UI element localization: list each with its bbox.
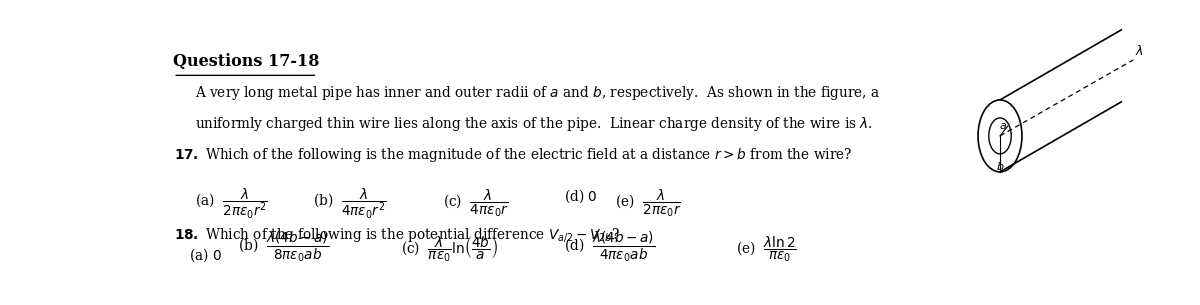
Text: (c)  $\dfrac{\lambda}{\pi\epsilon_0}\ln\!\left(\dfrac{4b}{a}\right)$: (c) $\dfrac{\lambda}{\pi\epsilon_0}\ln\!…: [401, 235, 498, 264]
Text: (d) $0$: (d) $0$: [564, 187, 598, 205]
Text: A very long metal pipe has inner and outer radii of $a$ and $b$, respectively.  : A very long metal pipe has inner and out…: [194, 84, 880, 102]
Text: (e)  $\dfrac{\lambda\ln 2}{\pi\epsilon_0}$: (e) $\dfrac{\lambda\ln 2}{\pi\epsilon_0}…: [736, 235, 797, 264]
Text: (d)  $\dfrac{\lambda(4b-a)}{4\pi\epsilon_0 ab}$: (d) $\dfrac{\lambda(4b-a)}{4\pi\epsilon_…: [564, 230, 655, 264]
Text: (c)  $\dfrac{\lambda}{4\pi\epsilon_0 r}$: (c) $\dfrac{\lambda}{4\pi\epsilon_0 r}$: [443, 187, 509, 219]
Text: (e)  $\dfrac{\lambda}{2\pi\epsilon_0 r}$: (e) $\dfrac{\lambda}{2\pi\epsilon_0 r}$: [616, 187, 682, 219]
Text: (a)  $\dfrac{\lambda}{2\pi\epsilon_0 r^2}$: (a) $\dfrac{\lambda}{2\pi\epsilon_0 r^2}…: [194, 187, 268, 221]
Text: (b)  $\dfrac{\lambda(4b-a)}{8\pi\epsilon_0 ab}$: (b) $\dfrac{\lambda(4b-a)}{8\pi\epsilon_…: [239, 230, 330, 264]
Text: (a) $0$: (a) $0$: [190, 247, 222, 264]
Text: uniformly charged thin wire lies along the axis of the pipe.  Linear charge dens: uniformly charged thin wire lies along t…: [194, 115, 872, 133]
Text: $\mathbf{18.}$ Which of the following is the potential difference $V_{a/2}-V_{2b: $\mathbf{18.}$ Which of the following is…: [174, 226, 620, 244]
Text: (b)  $\dfrac{\lambda}{4\pi\epsilon_0 r^2}$: (b) $\dfrac{\lambda}{4\pi\epsilon_0 r^2}…: [313, 187, 386, 221]
Text: $\lambda$: $\lambda$: [1135, 44, 1144, 58]
Text: $\mathbf{17.}$ Which of the following is the magnitude of the electric field at : $\mathbf{17.}$ Which of the following is…: [174, 146, 852, 164]
Text: $b$: $b$: [996, 160, 1004, 172]
Text: Questions 17-18: Questions 17-18: [173, 53, 319, 70]
Text: $a$: $a$: [1000, 121, 1007, 131]
